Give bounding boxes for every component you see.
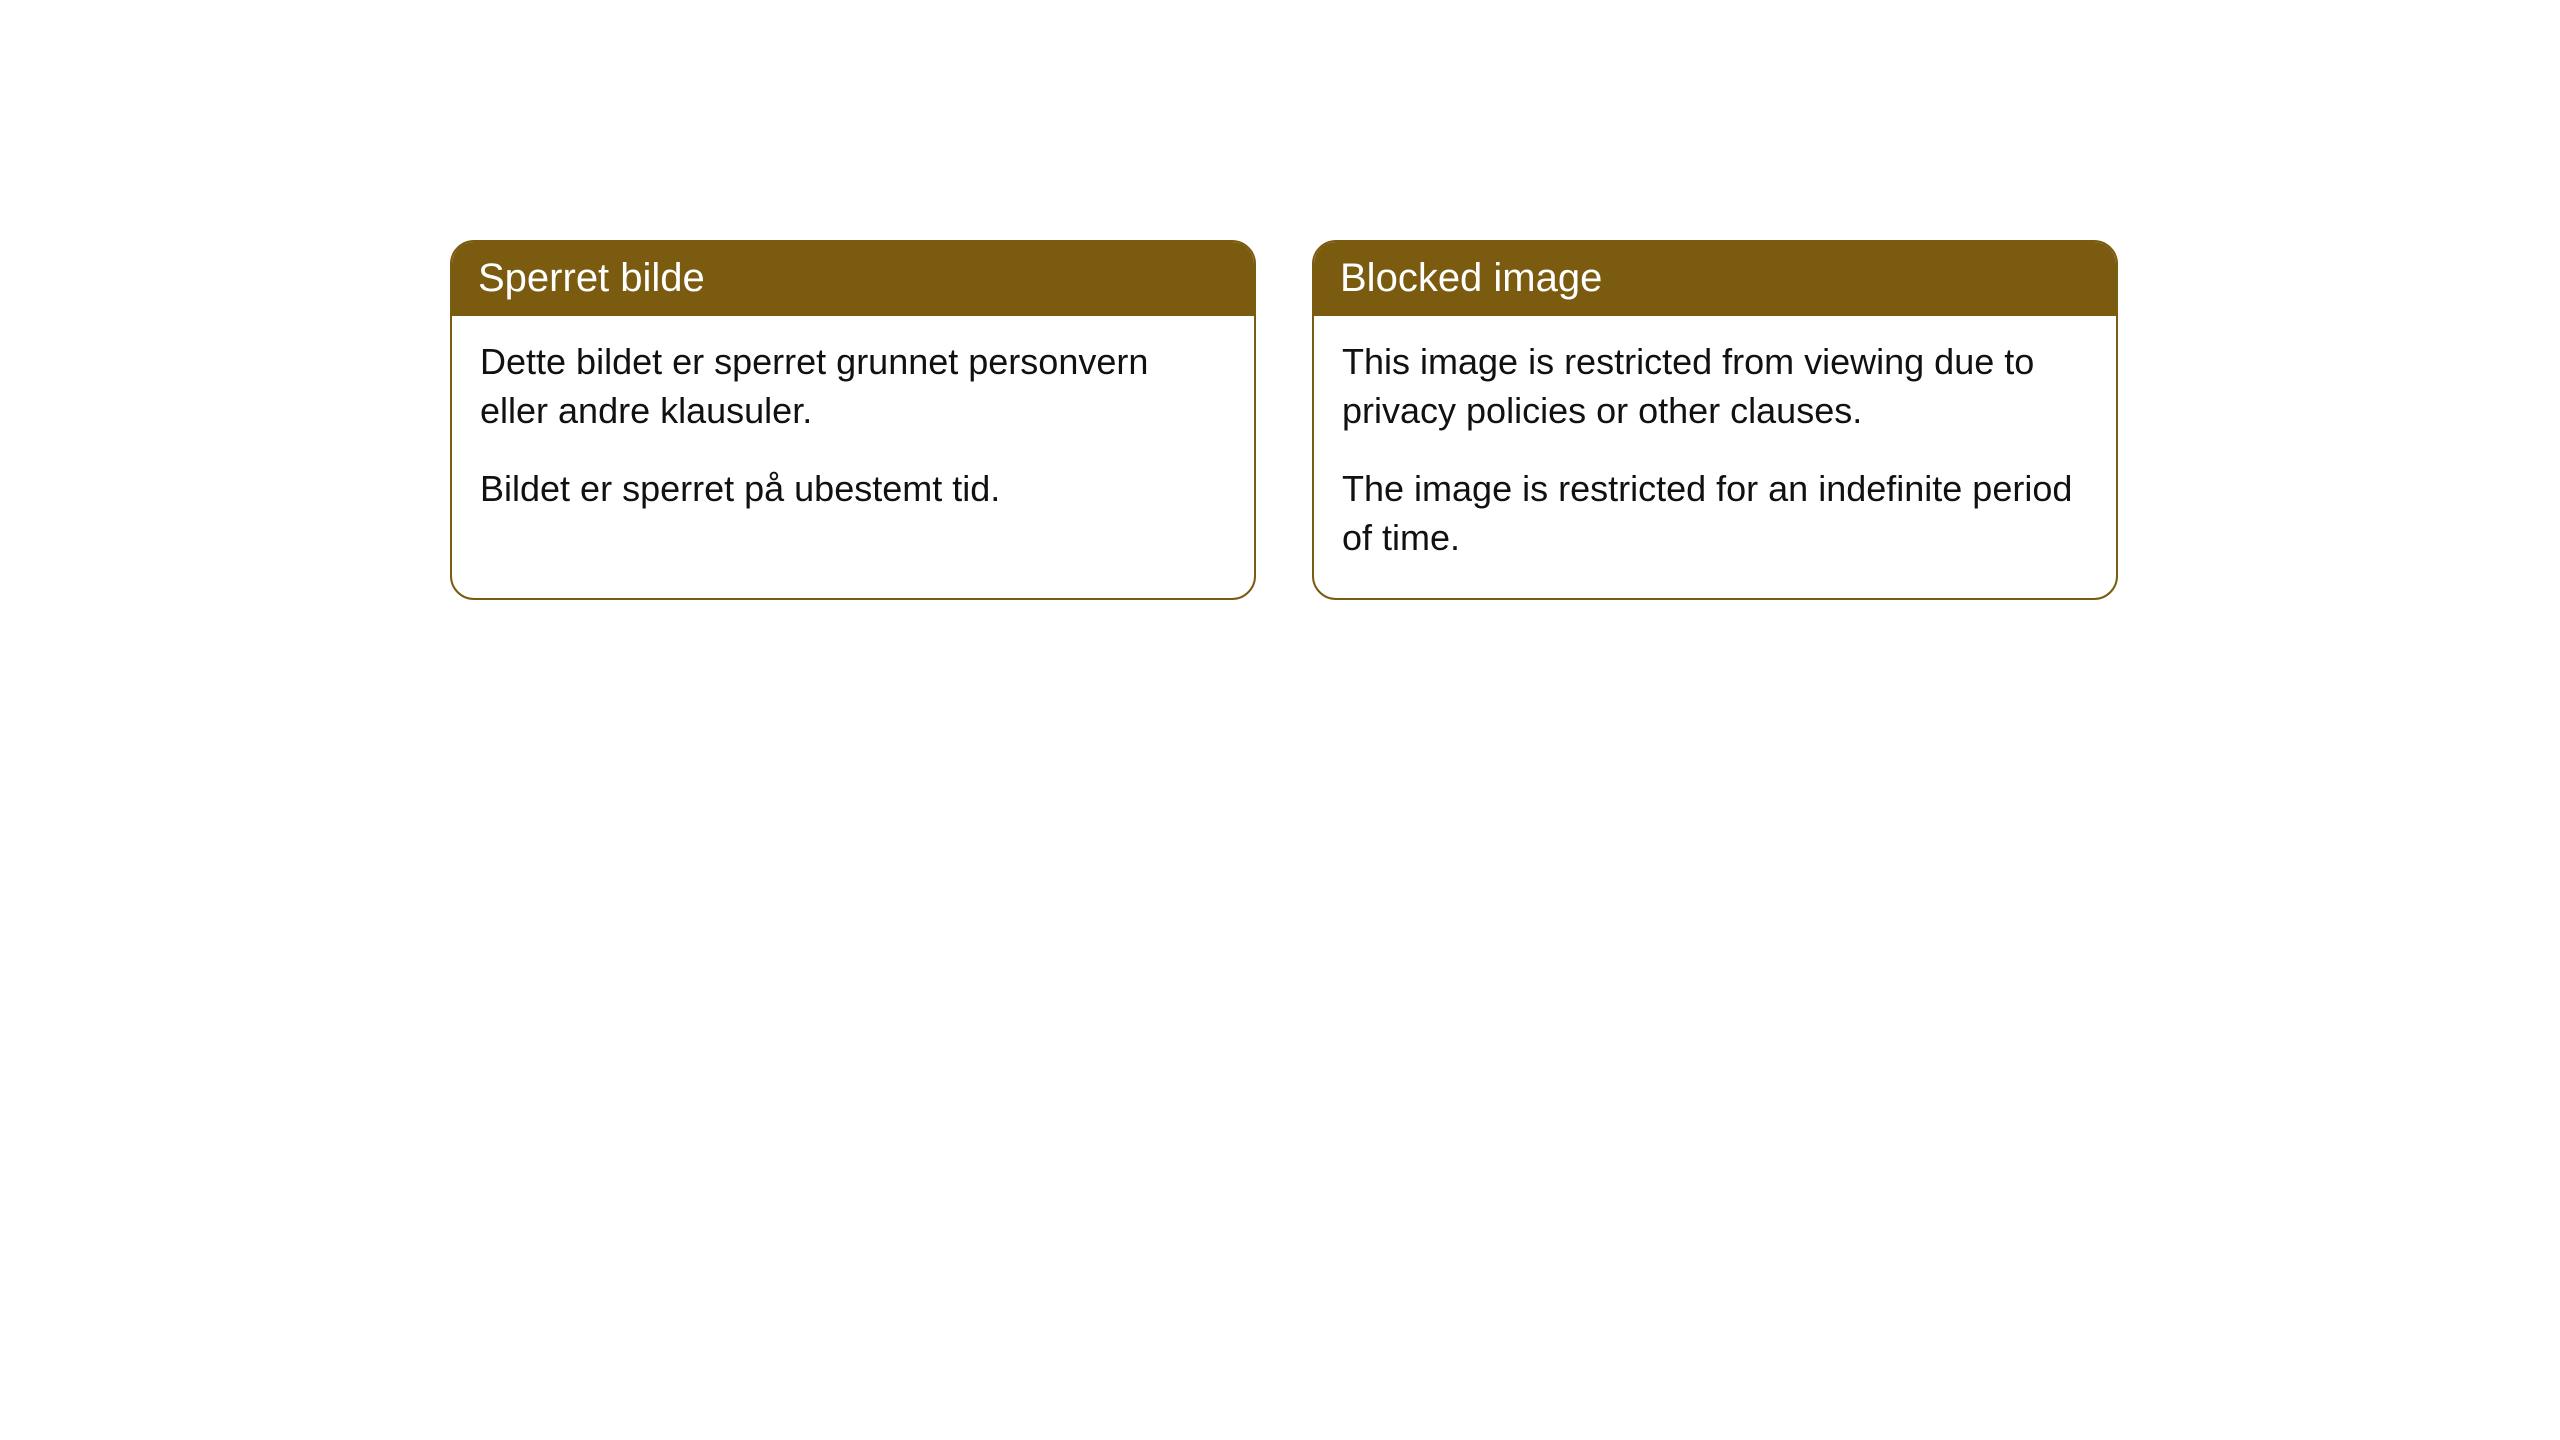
- notice-container: Sperret bilde Dette bildet er sperret gr…: [450, 240, 2118, 600]
- blocked-image-card-norwegian: Sperret bilde Dette bildet er sperret gr…: [450, 240, 1256, 600]
- card-body-norwegian: Dette bildet er sperret grunnet personve…: [452, 316, 1254, 550]
- card-header-english: Blocked image: [1314, 242, 2116, 316]
- notice-text-line2-no: Bildet er sperret på ubestemt tid.: [480, 465, 1226, 514]
- card-body-english: This image is restricted from viewing du…: [1314, 316, 2116, 598]
- notice-text-line2-en: The image is restricted for an indefinit…: [1342, 465, 2088, 562]
- notice-text-line1-no: Dette bildet er sperret grunnet personve…: [480, 338, 1226, 435]
- card-header-norwegian: Sperret bilde: [452, 242, 1254, 316]
- notice-text-line1-en: This image is restricted from viewing du…: [1342, 338, 2088, 435]
- blocked-image-card-english: Blocked image This image is restricted f…: [1312, 240, 2118, 600]
